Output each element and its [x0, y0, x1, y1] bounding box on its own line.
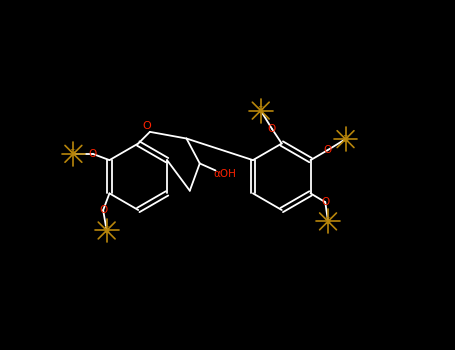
Text: O: O [89, 149, 97, 159]
Text: O: O [323, 145, 332, 155]
Text: Si: Si [103, 226, 110, 235]
Text: Si: Si [70, 149, 77, 158]
Text: O: O [99, 205, 107, 215]
Text: O: O [321, 197, 329, 207]
Text: Si: Si [342, 135, 349, 144]
Text: O: O [143, 120, 152, 131]
Text: Si: Si [324, 217, 332, 226]
Text: Si: Si [257, 106, 264, 115]
Text: αOH: αOH [214, 169, 237, 179]
Text: O: O [268, 124, 276, 134]
